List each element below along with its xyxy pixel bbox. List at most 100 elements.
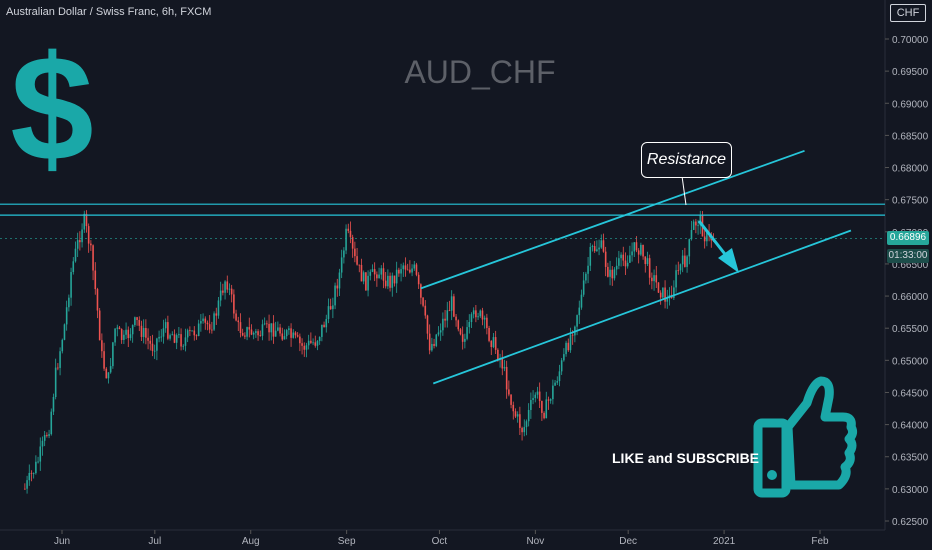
candle-body: [149, 340, 152, 344]
candle-body: [673, 287, 675, 298]
candle-body: [519, 414, 521, 428]
resistance-label[interactable]: Resistance: [641, 142, 732, 178]
candle-body: [624, 260, 627, 267]
candle-body: [189, 330, 191, 332]
candle-body: [292, 332, 295, 338]
candle-body: [285, 330, 288, 337]
candle-body: [437, 332, 440, 335]
candle-body: [83, 213, 86, 230]
currency-badge[interactable]: CHF: [890, 4, 926, 22]
candle-body: [406, 269, 409, 271]
candle-body: [426, 315, 429, 334]
candle-body: [373, 269, 376, 275]
candle-body: [560, 360, 563, 372]
time-axis[interactable]: Jun Jul Aug Sep Oct Nov Dec 2021 Feb: [0, 529, 885, 550]
candle-body: [184, 337, 187, 346]
candle-body: [175, 335, 178, 343]
arrow-down-right-icon: [697, 220, 739, 273]
candle-body: [332, 305, 334, 310]
candle-body: [648, 258, 651, 278]
candle-body: [651, 277, 653, 282]
candle-body: [585, 273, 587, 281]
candle-body: [435, 334, 438, 346]
candle-body: [37, 461, 39, 463]
candle-body: [532, 398, 534, 401]
price-tick-label: 0.70000: [892, 35, 929, 46]
candle-body: [552, 385, 554, 400]
candle-body: [191, 330, 193, 332]
candle-body: [219, 290, 222, 301]
candle-body: [226, 281, 229, 290]
cta-text: LIKE and SUBSCRIBE: [612, 450, 760, 466]
candle-body: [530, 400, 532, 410]
candle-body: [527, 409, 530, 422]
candle-body: [556, 381, 559, 383]
candle-body: [510, 394, 512, 405]
candle-body: [193, 330, 196, 336]
candle-body: [303, 345, 306, 350]
thumbs-up-icon: [753, 376, 858, 498]
price-tick-label: 0.69000: [892, 99, 929, 110]
candle-body: [545, 399, 548, 419]
candle-body: [230, 288, 233, 295]
candle-body: [587, 265, 589, 274]
price-tick-label: 0.66000: [892, 292, 929, 303]
candle-body: [208, 324, 211, 330]
symbol-title[interactable]: Australian Dollar / Swiss Franc, 6h, FXC…: [6, 6, 212, 18]
candle-body: [486, 317, 488, 328]
candle-body: [301, 343, 303, 346]
candle-body: [268, 323, 270, 333]
candle-body: [305, 345, 308, 350]
candle-body: [26, 480, 28, 489]
candle-body: [692, 221, 695, 230]
candle-body: [380, 268, 383, 275]
candle-body: [156, 338, 158, 351]
candle-body: [105, 368, 108, 379]
candle-body: [182, 345, 185, 347]
candle-body: [611, 269, 614, 279]
candle-body: [629, 255, 631, 263]
candle-body: [477, 316, 479, 318]
candle-body: [116, 327, 119, 329]
candle-body: [233, 294, 235, 314]
candle-body: [46, 435, 48, 436]
candle-body: [514, 411, 517, 417]
channel-lower-line: [432, 229, 852, 385]
candle-body: [450, 296, 453, 311]
candle-body: [94, 270, 97, 290]
candle-body: [351, 237, 354, 249]
candle-body: [490, 340, 493, 348]
candle-body: [35, 461, 37, 474]
candle-body: [24, 488, 26, 490]
candle-body: [241, 333, 244, 336]
candle-body: [197, 323, 200, 337]
time-tick-label: Sep: [338, 536, 356, 547]
price-axis[interactable]: 0.70000 0.69500 0.69000 0.68500 0.68000 0.675…: [884, 0, 932, 550]
candle-body: [131, 325, 134, 335]
candle-body: [41, 440, 44, 447]
candle-body: [637, 250, 640, 255]
candle-body: [345, 228, 347, 251]
candle-body: [387, 275, 389, 287]
time-tick-label: Aug: [242, 536, 260, 547]
candle-body: [217, 300, 220, 316]
candle-body: [420, 284, 422, 298]
candle-body: [162, 328, 165, 337]
candle-body: [690, 229, 693, 240]
candle-body: [428, 333, 431, 351]
candle-body: [288, 328, 290, 331]
candle-body: [369, 271, 372, 276]
candle-body: [492, 337, 495, 348]
candle-body: [270, 323, 273, 333]
candle-body: [655, 275, 658, 283]
candle-body: [615, 265, 618, 270]
candle-body: [59, 351, 61, 368]
candle-body: [68, 297, 70, 308]
candle-body: [244, 335, 246, 337]
candle-body: [479, 310, 482, 317]
candle-body: [646, 258, 649, 265]
candle-body: [631, 251, 633, 256]
candle-body: [409, 269, 411, 273]
time-tick-label: Feb: [811, 536, 829, 547]
